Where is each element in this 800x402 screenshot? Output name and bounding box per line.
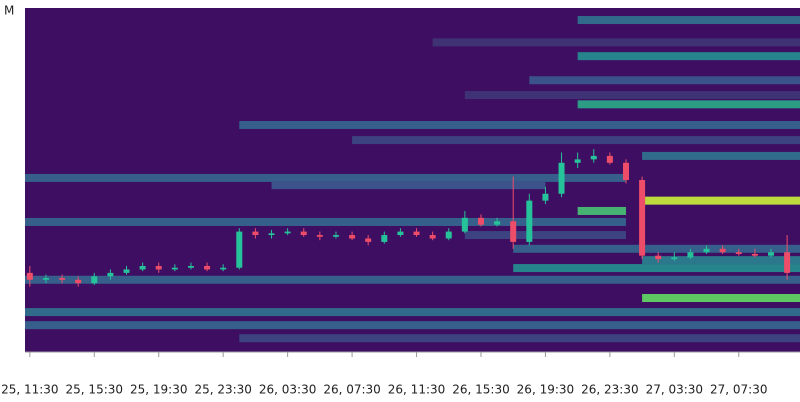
x-tick-label: 26, 03:30 — [259, 383, 316, 397]
y-unit-label: M — [4, 4, 14, 18]
candle-body — [332, 235, 339, 237]
candle-body — [75, 279, 82, 284]
candle-body — [381, 235, 388, 242]
candle-body — [510, 221, 517, 242]
candle-body — [139, 266, 146, 270]
candle-body — [91, 276, 98, 284]
candle-body — [236, 231, 243, 268]
heat-band — [25, 275, 800, 284]
candle-body — [494, 221, 501, 225]
x-tick-label: 25, 23:30 — [194, 383, 251, 397]
candle-body — [171, 267, 178, 270]
candle-body — [639, 180, 646, 256]
heat-band — [432, 38, 800, 47]
heat-band — [642, 196, 800, 205]
heat-band — [352, 136, 800, 145]
candle-body — [606, 155, 613, 163]
candle-body — [26, 272, 33, 280]
x-tick-label: 25, 15:30 — [66, 383, 123, 397]
candle-body — [107, 272, 114, 277]
candle-body — [767, 252, 774, 256]
heat-band — [239, 120, 800, 129]
candle-body — [429, 235, 436, 239]
heat-band — [642, 151, 800, 160]
heat-band — [642, 256, 800, 265]
candle-body — [735, 252, 742, 254]
candle-body — [413, 231, 420, 236]
heat-band — [271, 181, 546, 190]
candle-body — [751, 253, 758, 256]
heat-band — [577, 16, 800, 25]
candle-body — [461, 217, 468, 232]
heat-band — [577, 100, 800, 109]
candle-body — [59, 278, 66, 280]
candle-body — [42, 278, 49, 280]
candle-body — [123, 269, 130, 273]
candle-body — [526, 200, 533, 242]
candle-body — [784, 252, 791, 273]
x-tick-label: 26, 11:30 — [388, 383, 445, 397]
heat-band — [25, 321, 800, 330]
candle-body — [719, 248, 726, 253]
x-tick-label: 25, 19:30 — [130, 383, 187, 397]
candle-body — [671, 257, 678, 260]
heat-band — [513, 244, 800, 253]
x-tick-label: 26, 15:30 — [452, 383, 509, 397]
heat-band — [25, 308, 800, 317]
heat-band — [25, 217, 626, 226]
candle-body — [204, 266, 211, 270]
x-tick-label: 26, 19:30 — [517, 383, 574, 397]
candle-body — [703, 248, 710, 253]
heat-band — [25, 173, 626, 182]
heat-band — [577, 52, 800, 61]
candle-body — [349, 235, 356, 239]
candle-body — [687, 252, 694, 258]
x-tick-label: 27, 03:30 — [646, 383, 703, 397]
candle-body — [155, 266, 162, 270]
candle-body — [397, 231, 404, 236]
candle-body — [220, 267, 227, 270]
candle-body — [300, 231, 307, 236]
heat-band — [239, 334, 800, 343]
x-tick-label: 26, 07:30 — [323, 383, 380, 397]
candle-body — [187, 266, 194, 268]
candle-body — [574, 159, 581, 163]
heat-band — [513, 264, 800, 273]
candle-body — [622, 162, 629, 180]
candle-body — [477, 217, 484, 225]
candle-body — [316, 235, 323, 237]
heat-band — [464, 231, 626, 240]
candle-body — [542, 193, 549, 201]
x-tick-label: 25, 11:30 — [1, 383, 58, 397]
x-tick-label: 26, 23:30 — [581, 383, 638, 397]
x-tick-label: 27, 07:30 — [710, 383, 767, 397]
candle-body — [284, 231, 291, 234]
candle-body — [590, 155, 597, 160]
candle-body — [365, 238, 372, 242]
candle-body — [268, 233, 275, 236]
heat-band — [577, 206, 626, 215]
heat-band — [464, 91, 800, 100]
candle-body — [445, 231, 452, 239]
heat-band — [529, 76, 800, 85]
candle-body — [252, 231, 259, 236]
heat-band — [642, 293, 800, 302]
candle-body — [558, 162, 565, 194]
candle-body — [655, 255, 662, 260]
